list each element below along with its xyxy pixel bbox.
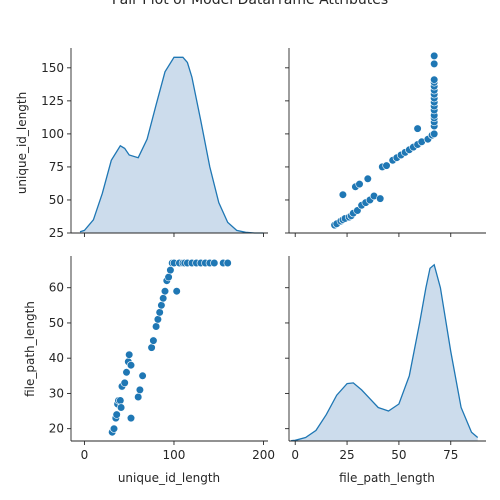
- y-tick-label-r1-4: 60: [49, 281, 64, 295]
- scatter-point-uid-vs-fp-3: [113, 411, 121, 419]
- scatter-point-uid-vs-fp-30: [173, 287, 181, 295]
- scatter-point-fp-vs-uid-17: [364, 175, 372, 183]
- panel-top-right: [331, 52, 438, 229]
- scatter-point-uid-vs-fp-19: [150, 337, 158, 345]
- y-axis-label-unique-id-length: unique_id_length: [15, 92, 29, 194]
- scatter-point-uid-vs-fp-25: [161, 287, 169, 295]
- scatter-point-uid-vs-fp-1: [110, 425, 118, 433]
- x-tick-label-c1-0: 0: [291, 448, 299, 462]
- scatter-point-uid-vs-fp-14: [127, 414, 135, 422]
- figure-title: Pair Plot of Model DataFrame Attributes: [112, 0, 388, 8]
- y-tick-label-r1-3: 50: [49, 316, 64, 330]
- kde-area-file-path-length: [291, 265, 478, 441]
- x-tick-label-c1-3: 75: [443, 448, 458, 462]
- scatter-point-uid-vs-fp-28: [167, 266, 175, 274]
- scatter-point-uid-vs-fp-43: [224, 259, 232, 267]
- y-tick-label-r0-3: 100: [41, 127, 64, 141]
- y-tick-label-r0-4: 125: [41, 94, 64, 108]
- scatter-point-fp-vs-uid-44: [430, 76, 438, 84]
- scatter-point-uid-vs-fp-21: [154, 316, 162, 324]
- y-tick-label-r0-2: 75: [49, 160, 64, 174]
- y-tick-label-r1-2: 40: [49, 351, 64, 365]
- x-tick-label-c0-1: 100: [163, 448, 186, 462]
- scatter-point-fp-vs-uid-30: [414, 125, 422, 133]
- kde-area-unique-id-length: [80, 57, 264, 233]
- x-axis-label-unique-id-length: unique_id_length: [118, 471, 220, 485]
- y-axis-label-file-path-length: file_path_length: [23, 301, 37, 397]
- scatter-point-uid-vs-fp-10: [123, 369, 131, 377]
- y-tick-label-r1-1: 30: [49, 386, 64, 400]
- y-tick-label-r0-5: 150: [41, 61, 64, 75]
- x-tick-label-c1-1: 25: [339, 448, 354, 462]
- scatter-point-uid-vs-fp-17: [139, 372, 147, 380]
- scatter-point-fp-vs-uid-19: [383, 162, 391, 170]
- y-tick-label-r0-1: 50: [49, 193, 64, 207]
- scatter-point-uid-vs-fp-6: [117, 397, 125, 405]
- scatter-point-fp-vs-uid-46: [430, 52, 438, 60]
- x-axis-label-file-path-length: file_path_length: [339, 471, 435, 485]
- scatter-point-fp-vs-uid-45: [430, 60, 438, 68]
- scatter-point-uid-vs-fp-16: [136, 386, 144, 394]
- scatter-point-uid-vs-fp-13: [127, 361, 135, 369]
- panel-bottom-right: [291, 265, 478, 441]
- scatter-point-uid-vs-fp-9: [121, 379, 129, 387]
- scatter-point-uid-vs-fp-18: [148, 344, 156, 352]
- scatter-point-fp-vs-uid-13: [376, 195, 384, 203]
- scatter-point-uid-vs-fp-27: [165, 273, 173, 281]
- panel-bottom-left: [108, 259, 231, 436]
- scatter-point-uid-vs-fp-41: [211, 259, 219, 267]
- scatter-point-uid-vs-fp-22: [156, 309, 164, 317]
- y-tick-label-r1-0: 20: [49, 422, 64, 436]
- scatter-point-fp-vs-uid-16: [356, 180, 364, 188]
- scatter-point-fp-vs-uid-31: [430, 130, 438, 138]
- scatter-point-uid-vs-fp-24: [159, 295, 167, 303]
- scatter-point-uid-vs-fp-20: [152, 323, 160, 331]
- x-tick-label-c0-2: 200: [252, 448, 275, 462]
- y-tick-label-r0-0: 25: [49, 226, 64, 240]
- panel-top-left: [80, 57, 264, 233]
- x-tick-label-c1-2: 50: [391, 448, 406, 462]
- x-tick-label-c0-0: 0: [81, 448, 89, 462]
- scatter-point-uid-vs-fp-15: [134, 393, 142, 401]
- scatter-point-uid-vs-fp-23: [158, 302, 166, 310]
- scatter-point-uid-vs-fp-12: [125, 351, 133, 359]
- scatter-point-uid-vs-fp-7: [117, 404, 125, 412]
- scatter-point-fp-vs-uid-14: [339, 191, 347, 199]
